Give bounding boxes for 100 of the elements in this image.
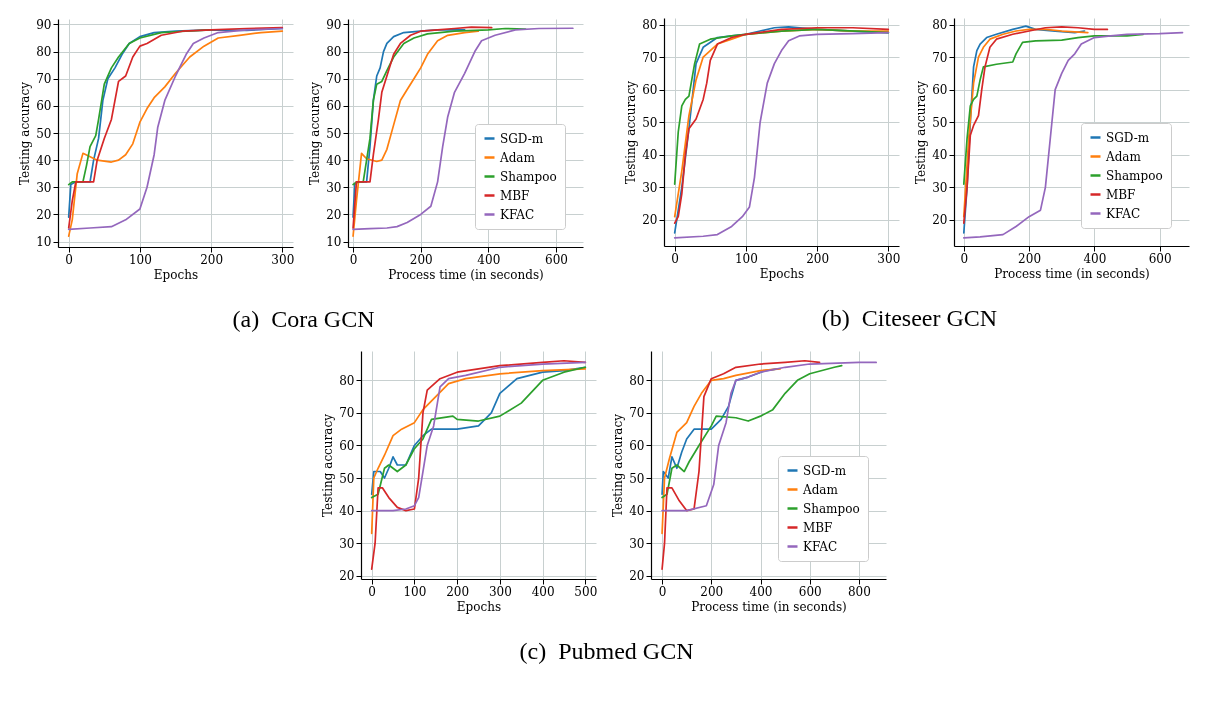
y-tick-label: 50 [326, 126, 342, 141]
y-tick-label: 80 [339, 373, 355, 388]
legend-label: Shampoo [803, 501, 860, 516]
x-tick-label: 600 [545, 252, 568, 267]
y-axis-title: Testing accuracy [624, 80, 639, 184]
y-tick-label: 60 [932, 83, 948, 98]
y-tick-label: 80 [326, 45, 342, 60]
y-tick-label: 50 [932, 115, 948, 130]
x-axis-title: Epochs [456, 599, 502, 614]
y-tick-label: 70 [36, 72, 52, 87]
y-tick-label: 50 [36, 126, 52, 141]
y-tick-label: 60 [36, 99, 52, 114]
x-axis-title: Epochs [153, 267, 199, 282]
y-tick-label: 40 [36, 153, 52, 168]
y-tick-label: 80 [629, 373, 645, 388]
x-tick-label: 0 [960, 251, 969, 266]
y-axis-title: Testing accuracy [18, 81, 33, 185]
y-tick-label: 40 [932, 148, 948, 163]
y-tick-label: 20 [932, 213, 948, 228]
x-axis-title: Process time (in seconds) [994, 266, 1150, 281]
y-tick-label: 30 [642, 180, 658, 195]
y-tick-label: 20 [339, 569, 355, 584]
legend-label: MBF [500, 188, 530, 203]
x-tick-label: 400 [477, 252, 501, 267]
x-axis-title: Epochs [759, 266, 805, 281]
x-tick-label: 300 [488, 584, 512, 599]
x-tick-label: 600 [1148, 251, 1172, 266]
x-axis-title: Process time (in seconds) [388, 267, 544, 282]
y-tick-label: 30 [932, 180, 948, 195]
x-tick-label: 600 [798, 584, 822, 599]
line-series [962, 31, 1184, 239]
legend-label: SGD-m [1106, 130, 1150, 145]
x-tick-label: 300 [877, 251, 901, 266]
legend-label: Shampoo [1106, 168, 1163, 183]
x-tick-label: 200 [446, 584, 470, 599]
x-tick-label: 0 [65, 252, 73, 267]
y-tick-label: 20 [36, 207, 52, 222]
y-tick-label: 70 [339, 406, 355, 421]
y-tick-label: 20 [629, 569, 645, 584]
y-tick-label: 10 [326, 235, 342, 250]
line-series [370, 368, 587, 535]
legend-label: SGD-m [803, 463, 847, 478]
x-tick-label: 200 [700, 584, 724, 599]
x-tick-label: 0 [658, 584, 667, 599]
y-tick-label: 90 [36, 17, 52, 32]
y-tick-label: 50 [629, 471, 645, 486]
y-tick-label: 50 [642, 115, 658, 130]
legend-label: MBF [1106, 187, 1136, 202]
x-tick-label: 400 [531, 584, 555, 599]
legend-label: MBF [803, 520, 833, 535]
x-tick-label: 200 [806, 251, 830, 266]
text: (c) Pubmed GCN [519, 638, 694, 665]
x-tick-label: 0 [671, 251, 679, 266]
line-series [370, 359, 587, 571]
x-tick-label: 100 [734, 251, 758, 266]
legend-label: KFAC [500, 207, 535, 222]
y-tick-label: 60 [339, 438, 355, 453]
x-tick-label: 100 [128, 252, 152, 267]
x-tick-label: 0 [349, 252, 358, 267]
y-tick-label: 40 [326, 153, 342, 168]
legend-label: KFAC [1106, 206, 1141, 221]
y-tick-label: 40 [629, 504, 645, 519]
y-tick-label: 30 [36, 180, 52, 195]
x-tick-label: 100 [403, 584, 427, 599]
y-tick-label: 50 [339, 471, 355, 486]
line-series [352, 27, 574, 231]
y-axis-title: Testing accuracy [611, 413, 626, 517]
x-tick-label: 500 [574, 584, 598, 599]
line-series [661, 368, 782, 535]
y-tick-label: 70 [326, 72, 342, 87]
y-axis-title: Testing accuracy [914, 80, 929, 184]
x-tick-label: 800 [847, 584, 871, 599]
y-tick-label: 60 [629, 438, 645, 453]
legend-label: Shampoo [500, 169, 557, 184]
x-tick-label: 400 [1083, 251, 1107, 266]
y-tick-label: 70 [629, 406, 645, 421]
y-tick-label: 70 [642, 50, 658, 65]
y-tick-label: 60 [642, 83, 658, 98]
y-axis-title: Testing accuracy [321, 413, 336, 517]
x-tick-label: 200 [1018, 251, 1042, 266]
legend-label: KFAC [803, 539, 838, 554]
x-tick-label: 300 [271, 252, 295, 267]
x-tick-label: 400 [749, 584, 773, 599]
y-tick-label: 60 [326, 99, 342, 114]
y-tick-label: 80 [642, 18, 658, 33]
y-tick-label: 30 [326, 180, 342, 195]
legend-label: Adam [499, 150, 536, 165]
y-tick-label: 80 [932, 18, 948, 33]
y-tick-label: 80 [36, 45, 52, 60]
x-tick-label: 200 [409, 252, 433, 267]
y-tick-label: 40 [642, 148, 658, 163]
y-tick-label: 30 [629, 536, 645, 551]
legend-label: Adam [1105, 149, 1142, 164]
y-tick-label: 40 [339, 504, 355, 519]
x-tick-label: 0 [368, 584, 376, 599]
y-tick-label: 20 [326, 207, 342, 222]
y-tick-label: 10 [36, 235, 52, 250]
y-tick-label: 30 [339, 536, 355, 551]
y-axis-title: Testing accuracy [308, 81, 323, 185]
legend-label: SGD-m [500, 131, 544, 146]
